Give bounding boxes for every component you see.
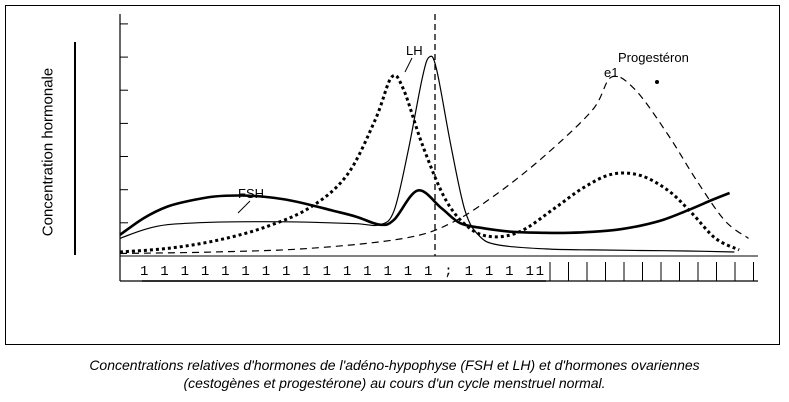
- series-progesterone-line: [119, 75, 749, 255]
- series-oestrogen-line: [119, 73, 740, 254]
- label-progesterone: Progestéron: [618, 50, 689, 65]
- label-fsh-leader: [237, 200, 251, 214]
- y-axis-rule: [74, 42, 76, 255]
- label-oestrogen-fragment: e1: [604, 65, 618, 80]
- figure-caption: Concentrations relatives d'hormones de l…: [0, 356, 789, 392]
- label-lh-leader: [404, 57, 413, 73]
- x-tick-text: 1 1 1 1 1 1 1 1 1 1 1 1 1 1 1 ; 1 1 1 11: [140, 264, 544, 280]
- series-lh-line: [119, 55, 735, 253]
- x-ticks-right: [549, 262, 754, 281]
- label-lh: LH: [406, 43, 423, 58]
- label-progesterone-marker: [655, 80, 659, 84]
- caption-line-1: Concentrations relatives d'hormones de l…: [89, 357, 700, 373]
- caption-line-2: (cestogènes et progestérone) au cours d'…: [183, 375, 606, 391]
- series-fsh-line: [119, 189, 731, 236]
- label-fsh: FSH: [238, 186, 264, 201]
- y-ticks: [120, 23, 128, 224]
- figure-frame: [5, 5, 780, 345]
- hormone-chart: 1 1 1 1 1 1 1 1 1 1 1 1 1 1 1 ; 1 1 1 11…: [119, 14, 758, 282]
